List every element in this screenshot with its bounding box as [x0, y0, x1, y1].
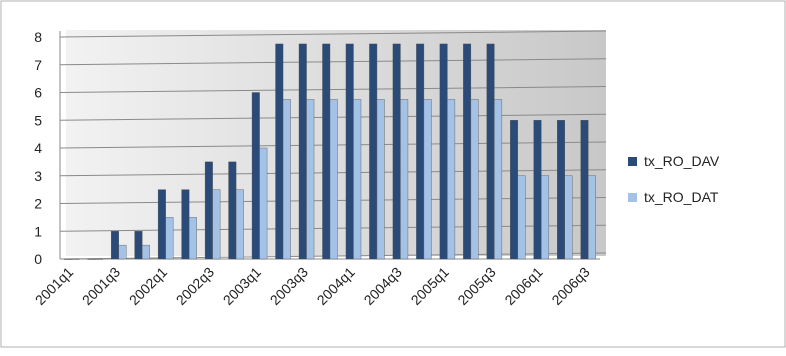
bar	[322, 43, 331, 260]
y-tick-label: 2	[34, 196, 42, 212]
bar	[345, 43, 354, 260]
bar	[533, 120, 542, 260]
bar	[165, 217, 174, 260]
bar	[181, 189, 190, 260]
bar	[235, 189, 244, 260]
grid-line	[59, 58, 607, 66]
bar	[298, 43, 307, 260]
bar	[392, 43, 401, 260]
bar	[423, 99, 432, 260]
grid-line	[59, 86, 607, 93]
y-tick-label: 3	[34, 168, 42, 184]
y-tick-label: 4	[34, 140, 42, 156]
bar	[580, 120, 589, 260]
bar	[275, 43, 284, 260]
bar	[470, 99, 479, 260]
bar	[510, 120, 519, 260]
bar	[64, 258, 72, 260]
bar	[439, 43, 448, 260]
bar	[486, 43, 495, 260]
bar	[212, 189, 221, 260]
bar	[141, 244, 150, 260]
bar	[204, 161, 213, 260]
bar	[282, 99, 291, 260]
bar	[376, 99, 385, 260]
bar	[259, 147, 268, 260]
bar	[564, 175, 573, 260]
legend-swatch	[628, 157, 637, 166]
bar	[95, 258, 103, 260]
legend-label: tx_RO_DAV	[644, 153, 720, 169]
bar	[71, 258, 80, 260]
bar	[416, 43, 425, 260]
bar	[353, 99, 362, 260]
bar	[188, 217, 197, 260]
y-tick-label: 1	[34, 223, 42, 239]
bar	[494, 99, 503, 260]
bar	[400, 99, 409, 260]
bar	[251, 92, 260, 260]
grid-line	[59, 30, 607, 38]
legend-label: tx_RO_DAT	[644, 189, 719, 205]
bar	[306, 99, 315, 260]
y-tick-label: 7	[34, 57, 42, 73]
bar	[369, 43, 378, 260]
bar	[588, 175, 596, 260]
bar	[110, 231, 119, 260]
bar	[329, 99, 338, 260]
legend-swatch	[628, 193, 637, 202]
bar	[447, 99, 456, 260]
bar	[541, 175, 550, 260]
bar	[228, 161, 237, 260]
y-tick-label: 8	[34, 29, 42, 45]
bar	[134, 231, 143, 260]
y-tick-label: 5	[34, 112, 42, 128]
y-tick-label: 0	[34, 251, 42, 267]
bar	[463, 43, 472, 260]
bar	[87, 258, 96, 260]
bar	[118, 244, 127, 260]
bar	[557, 120, 565, 260]
bar	[517, 175, 526, 260]
bar	[157, 189, 166, 260]
y-tick-label: 6	[34, 85, 42, 101]
